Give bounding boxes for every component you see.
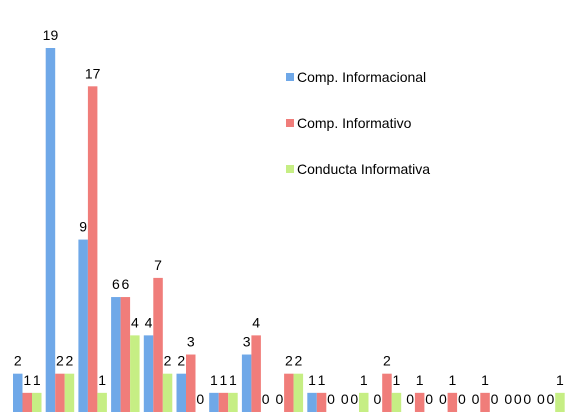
data-label-series-2-cat-1: 1 [23,372,31,388]
bar-series-2-cat-4 [120,297,131,412]
legend-swatch-3 [286,165,294,173]
bar-series-2-cat-1 [22,392,32,412]
data-label-series-2-cat-16: 0 [514,391,522,407]
data-label-series-1-cat-1: 2 [14,353,22,369]
data-label-series-3-cat-17: 1 [556,372,564,388]
bar-series-1-cat-2 [45,48,56,412]
data-label-series-3-cat-9: 2 [294,353,302,369]
data-label-series-1-cat-10: 1 [308,372,316,388]
data-labels-layer: 2199642130100000000121767314210211100112… [14,27,564,407]
bar-series-2-cat-15 [480,392,490,412]
data-label-series-1-cat-15: 0 [472,391,480,407]
data-label-series-1-cat-2: 19 [43,27,59,43]
data-label-series-3-cat-4: 4 [131,314,139,330]
data-label-series-3-cat-1: 1 [33,372,41,388]
bar-series-2-cat-3 [87,86,98,412]
data-label-series-1-cat-9: 0 [275,391,283,407]
legend-swatch-1 [286,73,294,81]
data-label-series-2-cat-2: 2 [56,353,64,369]
legend-label-3: Conducta Informativa [297,161,430,177]
data-label-series-1-cat-6: 2 [177,353,185,369]
data-label-series-2-cat-9: 2 [285,353,293,369]
data-label-series-3-cat-2: 2 [66,353,74,369]
bar-series-2-cat-9 [284,373,294,412]
bar-series-2-cat-13 [414,392,425,412]
bar-series-3-cat-12 [391,392,402,412]
data-label-series-1-cat-16: 0 [504,391,512,407]
bar-series-3-cat-3 [97,392,107,412]
bar-series-3-cat-5 [162,373,173,412]
data-label-series-1-cat-8: 3 [243,334,251,350]
data-label-series-3-cat-14: 0 [458,391,466,407]
data-label-series-2-cat-7: 1 [220,372,228,388]
data-label-series-2-cat-15: 1 [481,372,489,388]
data-label-series-1-cat-4: 6 [112,276,120,292]
data-label-series-1-cat-17: 0 [537,391,545,407]
data-label-series-1-cat-14: 0 [439,391,447,407]
data-label-series-3-cat-15: 0 [491,391,499,407]
legend-label-2: Comp. Informativo [297,115,412,131]
legend-swatch-2 [286,119,294,127]
data-label-series-2-cat-17: 0 [547,391,555,407]
bar-series-3-cat-17 [555,392,565,412]
bars-layer [13,48,565,412]
bar-series-1-cat-6 [176,373,186,412]
bar-series-1-cat-10 [307,392,317,412]
data-label-series-1-cat-11: 0 [341,391,349,407]
bar-series-3-cat-4 [130,335,140,412]
bar-series-1-cat-4 [111,297,121,412]
bar-series-3-cat-9 [293,373,304,412]
bar-series-2-cat-6 [186,354,196,412]
data-label-series-2-cat-3: 17 [85,65,101,81]
bar-series-1-cat-5 [143,335,154,412]
data-label-series-2-cat-11: 0 [350,391,358,407]
data-label-series-1-cat-3: 9 [79,219,87,235]
data-label-series-2-cat-8: 4 [252,314,260,330]
data-label-series-2-cat-5: 7 [154,257,162,273]
data-label-series-2-cat-13: 1 [416,372,424,388]
data-label-series-3-cat-7: 1 [229,372,237,388]
bar-series-2-cat-2 [55,373,65,412]
data-label-series-3-cat-6: 0 [196,391,204,407]
bar-series-2-cat-5 [153,277,163,412]
legend: Comp. Informacional Comp. Informativo Cond… [286,69,430,177]
data-label-series-3-cat-12: 1 [393,372,401,388]
legend-label-1: Comp. Informacional [297,69,426,85]
bar-series-2-cat-10 [316,392,327,412]
data-label-series-3-cat-13: 0 [425,391,433,407]
data-label-series-1-cat-5: 4 [145,314,153,330]
bar-series-3-cat-11 [359,392,369,412]
bar-series-3-cat-7 [228,392,238,412]
data-label-series-2-cat-10: 1 [318,372,326,388]
data-label-series-3-cat-8: 0 [262,391,270,407]
bar-series-2-cat-12 [382,373,392,412]
data-label-series-3-cat-10: 0 [327,391,335,407]
bar-series-1-cat-8 [241,354,252,412]
data-label-series-3-cat-11: 1 [360,372,368,388]
data-label-series-2-cat-12: 2 [383,353,391,369]
bar-series-2-cat-7 [218,392,229,412]
data-label-series-1-cat-13: 0 [406,391,414,407]
data-label-series-3-cat-5: 2 [164,353,172,369]
data-label-series-2-cat-4: 6 [121,276,129,292]
data-label-series-2-cat-14: 1 [448,372,456,388]
bar-series-2-cat-14 [447,392,458,412]
bar-series-1-cat-1 [13,373,23,412]
bar-series-2-cat-8 [251,335,261,412]
bar-series-1-cat-7 [209,392,219,412]
data-label-series-1-cat-12: 0 [374,391,382,407]
data-label-series-3-cat-16: 0 [523,391,531,407]
bar-series-1-cat-3 [78,239,88,412]
data-label-series-2-cat-6: 3 [187,334,195,350]
bar-series-3-cat-2 [64,373,75,412]
data-label-series-3-cat-3: 1 [98,372,106,388]
data-label-series-1-cat-7: 1 [210,372,218,388]
bar-series-3-cat-1 [32,392,42,412]
